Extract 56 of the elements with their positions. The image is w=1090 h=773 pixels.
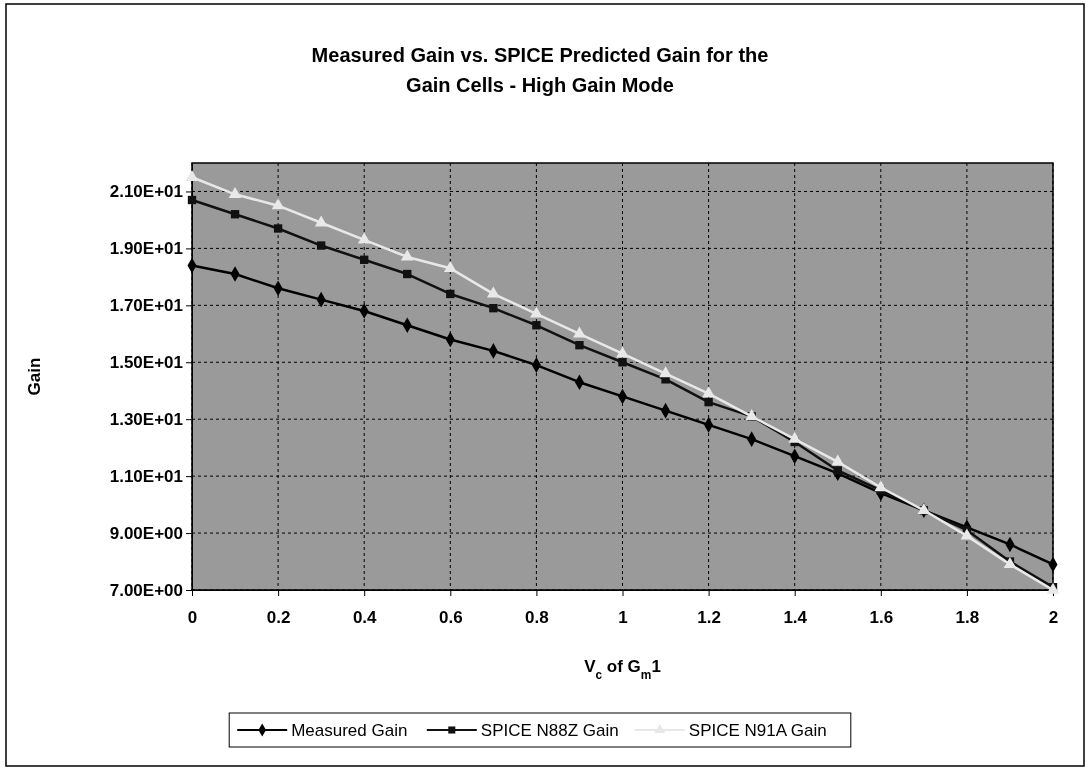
legend-label: SPICE N88Z Gain [480,721,619,740]
point [917,502,931,514]
point [659,366,672,378]
x-tick-label: 1.8 [955,607,980,627]
point [532,321,541,330]
point [618,358,627,367]
point [314,215,328,227]
chart-title: Measured Gain vs. SPICE Predicted Gain for the Gain Cells - High Gain Mode [311,44,769,96]
point [316,241,326,250]
y-tick-label: 1.10E+01 [109,467,183,487]
x-tick-label: 0.2 [266,607,291,627]
x-tick-label: 1.6 [869,607,894,627]
point [530,306,543,318]
point [403,269,412,279]
x-tick-label: 1 [618,607,628,627]
x-tick-label: 0.4 [352,607,378,627]
point [360,255,369,264]
point [702,386,715,398]
y-tick-label: 2.10E+01 [109,182,183,202]
point [573,326,586,338]
y-tick-label: 1.50E+01 [109,353,183,373]
point [489,304,498,313]
point [446,289,455,299]
x-axis-title: V$_{c}$ of G$_{m}$1 [584,657,661,682]
point [788,431,802,443]
legend-label: Measured Gain [291,721,408,740]
point [831,454,845,466]
point [228,186,242,198]
x-tick-label: 0.6 [438,607,463,627]
x-tick-label: 0 [187,607,198,627]
point [187,195,197,205]
point [486,286,500,298]
y-axis-title: Gain [25,357,44,396]
point [271,198,285,210]
y-tick-label: 7.00E+00 [109,580,183,600]
x-tick-label: 1.2 [697,607,721,627]
point [575,341,584,350]
y-tick-label: 1.90E+01 [109,239,183,259]
legend-label: SPICE N91A Gain [688,721,827,740]
y-tick-label: 9.00E+00 [109,524,183,544]
point [400,249,414,261]
point [443,260,457,272]
point [874,480,888,492]
x-tick-label: 2 [1048,607,1059,627]
x-tick-label: 1.4 [783,607,808,627]
point [704,397,713,407]
point [185,169,199,181]
point [273,224,283,233]
point [616,346,629,358]
point [960,528,974,540]
point [833,466,842,475]
y-tick-label: 1.30E+01 [109,410,183,430]
y-tick-label: 1.70E+01 [109,296,183,316]
x-tick-label: 0.8 [525,607,549,627]
point [230,210,240,219]
point [357,232,371,244]
